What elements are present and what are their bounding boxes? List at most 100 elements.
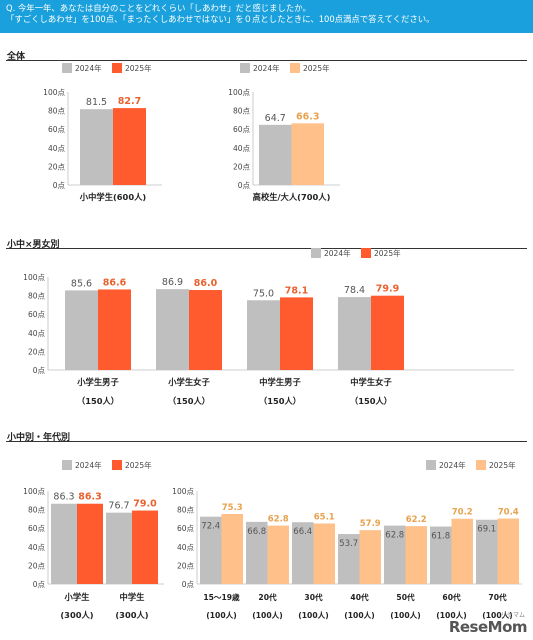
y-tick-label: 40点 — [177, 543, 195, 552]
y-tick-label: 80点 — [48, 107, 66, 116]
category-label: 小学生女子 — [167, 377, 210, 387]
legend-label-2024: 2024年 — [75, 460, 102, 470]
section-title-age: 小中別・年代別 — [7, 433, 71, 443]
bar-2025 — [221, 513, 243, 584]
category-label: 40代 — [350, 592, 369, 602]
legend-swatch-2024 — [426, 460, 436, 470]
section-title-gender: 小中×男女別 — [7, 240, 60, 250]
data-label-2025: 57.9 — [360, 519, 381, 529]
y-tick-label: 60点 — [28, 310, 46, 319]
category-label: 30代 — [304, 592, 323, 602]
bar-2025 — [371, 295, 404, 370]
category-label: (300人) — [115, 610, 148, 620]
category-label: (100人) — [436, 610, 466, 620]
category-label: (100人) — [390, 610, 420, 620]
y-tick-label: 20点 — [48, 162, 66, 171]
bar-2024 — [292, 522, 314, 584]
bar-2024 — [430, 526, 452, 584]
category-label: 高校生/大人(700人) — [253, 192, 331, 202]
resemom-logo: リセマム ReseMom — [448, 612, 528, 636]
data-label-2025: 75.3 — [222, 503, 243, 513]
legend-label-2024: 2024年 — [324, 248, 351, 258]
data-label-2025: 65.1 — [314, 512, 335, 522]
legend-swatch-2025 — [476, 460, 486, 470]
data-label-2024: 85.6 — [71, 278, 92, 289]
y-tick-label: 0点 — [53, 181, 66, 190]
y-tick-label: 20点 — [177, 561, 195, 570]
bar-2024 — [80, 109, 113, 185]
y-tick-label: 100点 — [23, 487, 45, 496]
bar-2025 — [313, 523, 335, 584]
category-label: 中学生女子 — [350, 377, 392, 387]
section-divider-overall — [6, 60, 527, 61]
legend-label-2024: 2024年 — [75, 63, 102, 73]
y-tick-label: 80点 — [28, 292, 46, 301]
y-tick-label: 100点 — [43, 88, 65, 97]
y-tick-label: 0点 — [33, 366, 46, 375]
category-label: 小学生 — [64, 592, 91, 602]
bar-2024 — [384, 525, 406, 584]
data-label-2024: 78.4 — [344, 285, 365, 296]
bar-2024 — [51, 503, 77, 584]
data-label-2025: 79.0 — [133, 499, 157, 510]
data-label-2025: 70.2 — [452, 508, 473, 518]
legend-swatch-2025 — [361, 248, 371, 258]
legend-swatch-2025 — [112, 63, 122, 73]
data-label-2024: 66.8 — [247, 527, 266, 537]
y-tick-label: 40点 — [28, 543, 46, 552]
data-label-2025: 78.1 — [285, 285, 308, 296]
data-label-2024: 76.7 — [108, 501, 129, 512]
category-label: （150人） — [77, 396, 119, 406]
y-tick-label: 20点 — [233, 162, 251, 171]
data-label-2024: 75.0 — [253, 288, 274, 299]
legend-label-2025: 2025年 — [374, 248, 401, 258]
bar-2025 — [113, 108, 146, 185]
bar-2024 — [106, 512, 132, 584]
y-tick-label: 100点 — [228, 88, 250, 97]
bar-2025 — [77, 503, 103, 584]
bar-2024 — [476, 519, 498, 584]
category-label: (100人) — [252, 610, 282, 620]
data-label-2024: 61.8 — [431, 532, 450, 542]
category-label: 中学生 — [120, 592, 146, 602]
y-tick-label: 100点 — [23, 273, 45, 282]
data-label-2025: 62.8 — [268, 515, 289, 525]
data-label-2025: 79.9 — [376, 284, 399, 295]
y-tick-label: 0点 — [182, 580, 195, 589]
y-tick-label: 0点 — [33, 580, 46, 589]
resemom-logo-text: ReseMom — [448, 618, 528, 636]
y-tick-label: 80点 — [177, 506, 195, 515]
data-label-2025: 66.3 — [296, 111, 319, 122]
category-label: 60代 — [442, 592, 461, 602]
legend-label-2024: 2024年 — [439, 460, 466, 470]
question-line-2: 「すごくしあわせ」を100点、「まったくしあわせではない」を０点としたときに、1… — [6, 14, 435, 24]
y-tick-label: 40点 — [48, 144, 66, 153]
category-label: (300人) — [60, 610, 93, 620]
bar-2025 — [451, 518, 473, 584]
category-label: 50代 — [396, 592, 415, 602]
question-banner: Q. 今年一年、あなたは自分のことをどれくらい「しあわせ」だと感じましたか。 「… — [0, 0, 533, 33]
legend-swatch-2024 — [62, 63, 72, 73]
data-label-2024: 86.9 — [162, 277, 183, 288]
bar-2024 — [65, 290, 98, 370]
legend-label-2024: 2024年 — [253, 63, 280, 73]
legend-swatch-2024 — [311, 248, 321, 258]
resemom-logo-sub: リセマム — [500, 612, 525, 619]
y-tick-label: 0点 — [238, 181, 251, 190]
section-title-overall: 全体 — [7, 52, 26, 62]
bar-2025 — [497, 518, 519, 584]
data-label-2025: 70.4 — [498, 508, 519, 518]
category-label: 小中学生(600人) — [79, 192, 147, 202]
data-label-2024: 53.7 — [339, 539, 358, 549]
y-tick-label: 80点 — [233, 107, 251, 116]
y-tick-label: 100点 — [172, 487, 194, 496]
y-tick-label: 60点 — [48, 125, 66, 134]
y-tick-label: 20点 — [28, 347, 46, 356]
category-label: 小学生男子 — [76, 377, 119, 387]
data-label-2024: 69.1 — [477, 525, 496, 535]
category-label: (100人) — [206, 610, 236, 620]
y-tick-label: 60点 — [28, 524, 46, 533]
section-divider-gender — [6, 248, 527, 249]
data-label-2025: 86.6 — [103, 277, 127, 288]
data-label-2024: 66.4 — [293, 527, 312, 537]
